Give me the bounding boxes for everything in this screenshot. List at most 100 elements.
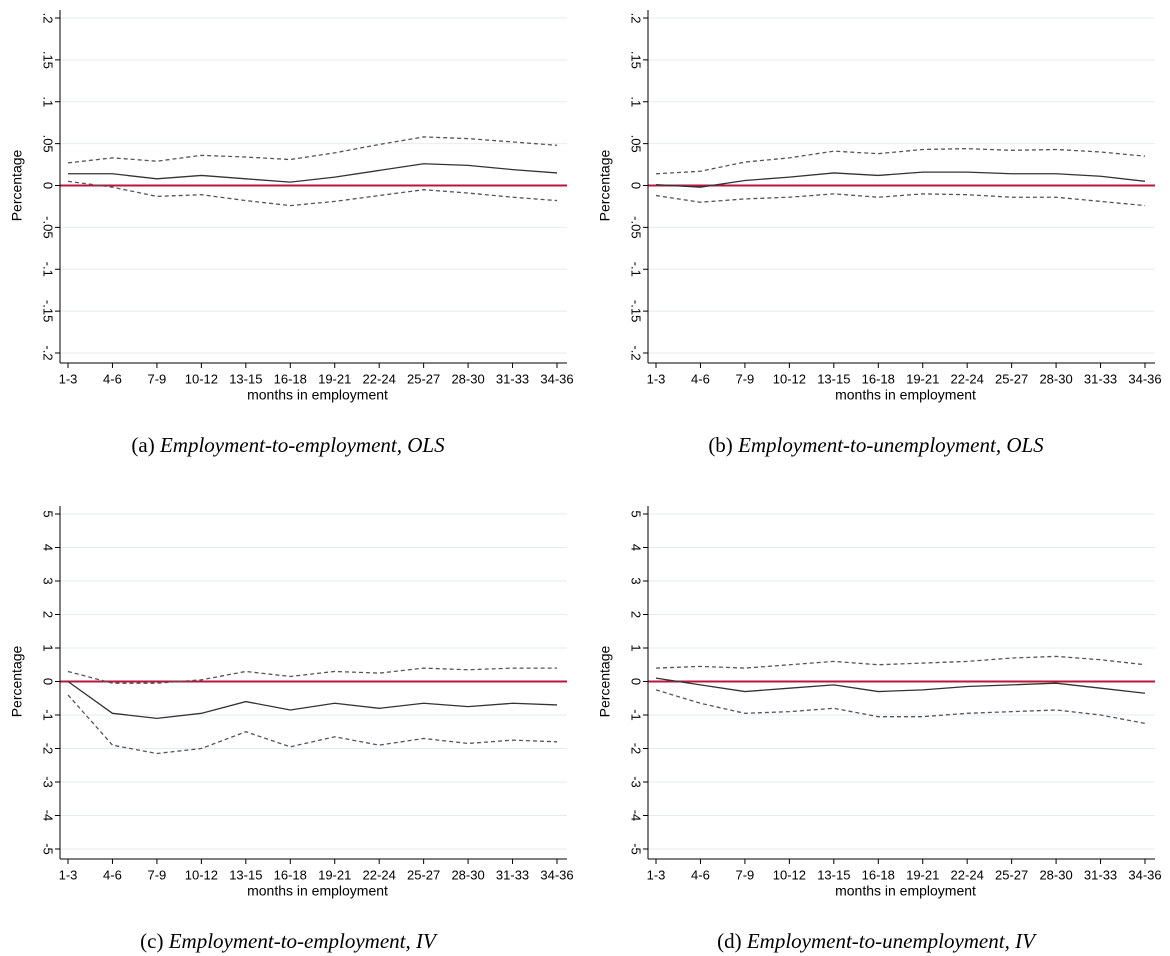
x-tick-label: 28-30 (1039, 867, 1072, 882)
y-tick-label: -1 (629, 709, 644, 721)
x-tick-label: 31-33 (496, 867, 529, 882)
y-tick-label: 4 (41, 544, 56, 551)
x-tick-label: 19-21 (906, 371, 939, 386)
caption: (d) Employment-to-unemployment, IV (717, 929, 1037, 953)
y-tick-label: -5 (41, 843, 56, 855)
y-tick-label: 0 (41, 678, 56, 685)
x-tick-label: 10-12 (773, 867, 806, 882)
x-tick-label: 13-15 (229, 867, 262, 882)
x-tick-label: 10-12 (185, 867, 218, 882)
y-tick-label: -.1 (629, 262, 644, 277)
y-tick-label: 2 (629, 611, 644, 618)
series-line (67, 694, 558, 755)
caption-label: (b) (708, 433, 733, 457)
x-tick-label: 22-24 (363, 371, 396, 386)
x-tick-label: 10-12 (185, 371, 218, 386)
x-tick-label: 13-15 (817, 371, 850, 386)
x-tick-label: 1-3 (647, 371, 666, 386)
x-tick-label: 34-36 (1128, 867, 1161, 882)
caption: (c) Employment-to-employment, IV (140, 929, 438, 953)
series-line (67, 180, 558, 207)
y-tick-label: -4 (629, 810, 644, 822)
x-tick-label: 19-21 (318, 371, 351, 386)
x-tick-label: 13-15 (229, 371, 262, 386)
y-tick-label: -.15 (41, 300, 56, 322)
y-tick-label: .05 (41, 135, 56, 153)
x-tick-label: 16-18 (862, 371, 895, 386)
series-line (68, 163, 558, 183)
y-tick-label: .15 (629, 51, 644, 69)
series-line (655, 193, 1146, 207)
x-tick-label: 31-33 (1084, 867, 1117, 882)
y-axis-title: Percentage (597, 645, 613, 717)
x-tick-label: 34-36 (540, 371, 573, 386)
y-axis-title: Percentage (597, 149, 613, 221)
y-tick-label: -1 (41, 709, 56, 721)
x-tick-label: 34-36 (1128, 371, 1161, 386)
x-tick-label: 1-3 (647, 867, 666, 882)
y-tick-label: -.05 (629, 216, 644, 238)
x-tick-label: 1-3 (59, 867, 78, 882)
caption: (b) Employment-to-unemployment, OLS (708, 433, 1044, 457)
y-tick-label: -3 (41, 776, 56, 788)
series-line (655, 655, 1146, 669)
series-line (67, 136, 558, 164)
series-line (655, 689, 1146, 725)
y-tick-label: .15 (41, 51, 56, 69)
x-tick-label: 34-36 (540, 867, 573, 882)
x-tick-label: 28-30 (1039, 371, 1072, 386)
caption: (a) Employment-to-employment, OLS (131, 433, 445, 457)
x-tick-label: 7-9 (736, 867, 755, 882)
x-tick-label: 7-9 (148, 867, 167, 882)
y-tick-label: -3 (629, 776, 644, 788)
x-tick-label: 31-33 (496, 371, 529, 386)
series-line (67, 667, 557, 684)
x-tick-label: 16-18 (274, 867, 307, 882)
caption-text: Employment-to-unemployment, IV (746, 929, 1037, 953)
y-tick-label: .1 (41, 96, 56, 107)
y-tick-label: 5 (41, 510, 56, 517)
x-tick-label: 28-30 (451, 867, 484, 882)
y-tick-label: .05 (629, 135, 644, 153)
y-tick-label: -.2 (629, 345, 644, 360)
x-tick-label: 25-27 (407, 867, 440, 882)
x-axis-title: months in employment (835, 387, 976, 403)
x-tick-label: 25-27 (407, 371, 440, 386)
y-tick-label: 0 (41, 182, 56, 189)
y-tick-label: -.05 (41, 216, 56, 238)
y-tick-label: .2 (41, 13, 56, 24)
y-tick-label: .1 (629, 96, 644, 107)
series-line (655, 147, 1146, 175)
x-tick-label: 4-6 (103, 867, 122, 882)
x-tick-label: 10-12 (773, 371, 806, 386)
y-tick-label: -5 (629, 843, 644, 855)
series-line (67, 680, 558, 720)
x-tick-label: 25-27 (995, 867, 1028, 882)
y-tick-label: -.2 (41, 345, 56, 360)
y-tick-label: 5 (629, 510, 644, 517)
y-tick-label: -.15 (629, 300, 644, 322)
x-tick-label: 25-27 (995, 371, 1028, 386)
y-tick-label: 3 (41, 577, 56, 584)
y-tick-label: 3 (629, 577, 644, 584)
y-tick-label: 1 (41, 644, 56, 651)
x-tick-label: 19-21 (318, 867, 351, 882)
caption-text: Employment-to-unemployment, OLS (737, 433, 1044, 457)
x-tick-label: 7-9 (148, 371, 167, 386)
caption-label: (d) (717, 929, 742, 953)
x-tick-label: 4-6 (691, 867, 710, 882)
x-tick-label: 4-6 (103, 371, 122, 386)
x-tick-label: 16-18 (274, 371, 307, 386)
y-tick-label: 0 (629, 678, 644, 685)
caption-label: (a) (131, 433, 154, 457)
x-tick-label: 28-30 (451, 371, 484, 386)
series-line (655, 171, 1146, 188)
x-axis-title: months in employment (247, 883, 388, 899)
y-tick-label: -.1 (41, 262, 56, 277)
y-axis-title: Percentage (9, 645, 25, 717)
x-tick-label: 22-24 (951, 867, 984, 882)
y-tick-label: 2 (41, 611, 56, 618)
x-tick-label: 7-9 (736, 371, 755, 386)
